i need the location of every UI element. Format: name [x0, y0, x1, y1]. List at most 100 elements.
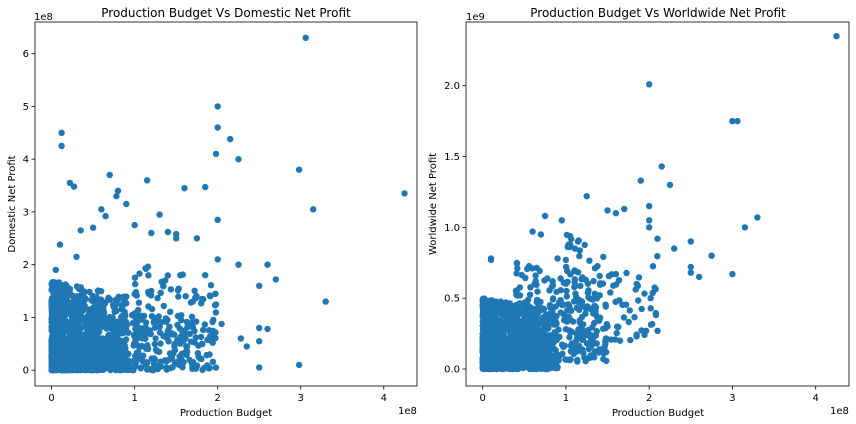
scatter-point: [212, 309, 220, 316]
scatter-point: [156, 323, 163, 330]
scatter-point: [513, 259, 521, 267]
scatter-point: [55, 279, 63, 286]
scatter-point: [498, 328, 505, 336]
scatter-point: [75, 320, 83, 327]
scatter-point: [119, 330, 126, 337]
scatter-point: [121, 313, 128, 321]
scatter-point: [235, 261, 242, 268]
scatter-point: [512, 287, 520, 295]
scatter-point: [58, 142, 65, 150]
scatter-point: [671, 245, 678, 252]
scatter-point: [566, 305, 573, 312]
scatter-point: [214, 256, 221, 263]
scatter-point: [527, 333, 535, 341]
scatter-point: [487, 344, 494, 352]
scatter-point: [102, 212, 109, 220]
scatter-point: [741, 224, 749, 231]
scatter-point: [163, 366, 170, 373]
scatter-point: [164, 228, 172, 236]
scatter-point: [490, 349, 498, 357]
scatter-point: [188, 313, 196, 320]
scatter-point: [77, 227, 84, 234]
scatter-point: [48, 281, 56, 289]
scatter-point: [295, 361, 303, 369]
scatter-point: [178, 350, 186, 357]
scatter-point: [74, 293, 81, 300]
scatter-point: [633, 280, 640, 288]
scatter-point: [638, 305, 645, 313]
scatter-point: [105, 331, 112, 339]
scatter-point: [568, 328, 576, 336]
scatter-point: [158, 278, 165, 285]
scatter-point: [600, 355, 607, 363]
scatter-point: [174, 287, 182, 294]
scatter-point: [207, 282, 215, 289]
scatter-point: [615, 277, 623, 284]
scatter-point: [104, 343, 111, 350]
scatter-point: [563, 293, 570, 300]
scatter-point: [563, 287, 570, 295]
scatter-point: [100, 307, 107, 314]
right-title: Production Budget Vs Worldwide Net Profi…: [530, 6, 786, 20]
scatter-point: [199, 366, 206, 374]
scatter-point: [666, 181, 674, 189]
scatter-point: [55, 324, 63, 331]
right-x-tick-label: 4: [813, 393, 819, 404]
scatter-point: [179, 364, 186, 371]
scatter-point: [566, 356, 574, 364]
scatter-point: [687, 238, 694, 245]
scatter-point: [227, 135, 234, 143]
scatter-point: [173, 235, 180, 242]
scatter-point: [516, 292, 524, 299]
scatter-point: [214, 103, 221, 110]
scatter-point: [189, 298, 196, 305]
scatter-point: [176, 325, 183, 332]
scatter-point: [182, 335, 189, 342]
scatter-point: [626, 307, 633, 314]
scatter-point: [187, 338, 195, 345]
scatter-point: [156, 361, 164, 368]
scatter-point: [651, 284, 658, 291]
scatter-point: [607, 289, 614, 296]
scatter-point: [189, 365, 196, 372]
scatter-point: [524, 342, 531, 349]
scatter-point: [579, 335, 587, 343]
scatter-point: [272, 276, 279, 283]
scatter-point: [616, 337, 624, 344]
scatter-point: [118, 365, 126, 372]
scatter-point: [583, 193, 590, 200]
scatter-point: [544, 275, 551, 282]
scatter-point: [322, 298, 329, 305]
scatter-point: [48, 307, 56, 314]
scatter-point: [604, 323, 611, 330]
scatter-point: [564, 278, 571, 285]
scatter-point: [526, 365, 534, 373]
scatter-point: [519, 358, 526, 365]
scatter-point: [111, 354, 118, 362]
scatter-point: [587, 334, 595, 341]
scatter-point: [98, 206, 105, 213]
scatter-point: [563, 231, 571, 239]
scatter-point: [401, 190, 408, 197]
scatter-point: [60, 343, 67, 350]
scatter-point: [212, 364, 220, 371]
scatter-point: [546, 365, 553, 372]
left-x-tick-label: 2: [215, 393, 221, 404]
scatter-point: [627, 336, 634, 344]
scatter-point: [646, 224, 653, 231]
scatter-point: [538, 306, 545, 314]
scatter-point: [74, 365, 81, 373]
scatter-point: [130, 367, 137, 374]
scatter-point: [133, 349, 141, 356]
scatter-point: [66, 179, 74, 187]
scatter-point: [50, 366, 58, 373]
scatter-point: [687, 269, 694, 276]
scatter-point: [56, 348, 63, 355]
scatter-point: [507, 330, 514, 337]
scatter-point: [623, 269, 630, 277]
scatter-point: [146, 365, 154, 373]
scatter-point: [192, 334, 199, 341]
scatter-point: [59, 292, 67, 299]
scatter-point: [67, 308, 74, 315]
